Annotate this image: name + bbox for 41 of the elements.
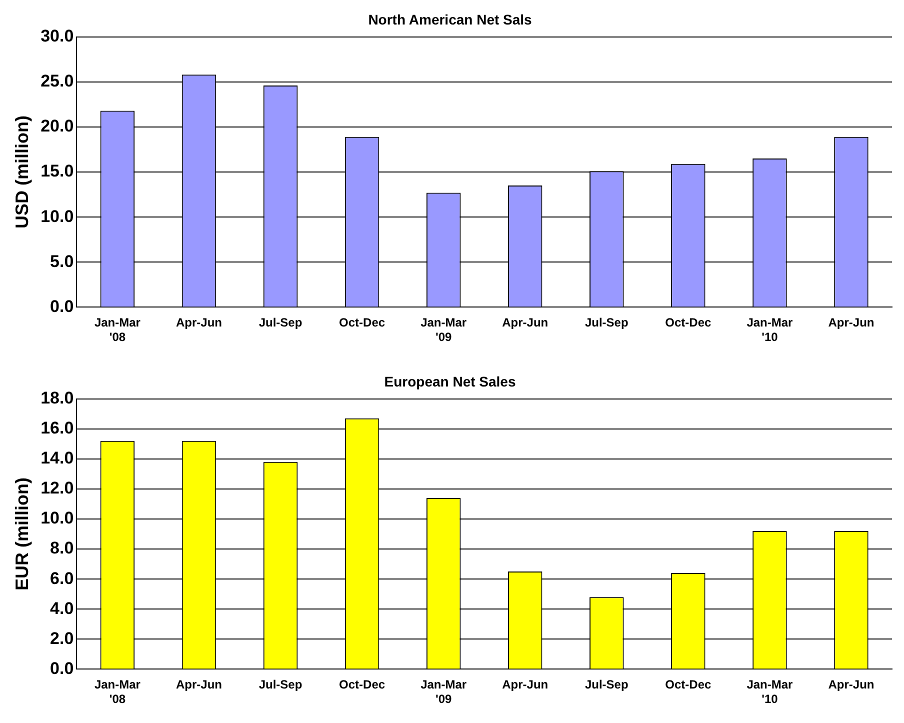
chart-title: North American Net Sals: [368, 11, 532, 28]
chart-title: European Net Sales: [384, 373, 516, 390]
y-tick-label: 30.0: [40, 26, 74, 46]
x-tick-label: Oct-Dec: [665, 678, 712, 692]
y-tick-label: 0.0: [50, 658, 74, 678]
y-tick-label: 15.0: [40, 162, 74, 181]
y-tick-label: 2.0: [50, 628, 74, 648]
x-tick-label: Apr-Jun: [502, 316, 548, 330]
y-tick-label: 25.0: [40, 72, 74, 91]
x-tick-label: Oct-Dec: [665, 316, 712, 330]
y-tick-label: 16.0: [40, 418, 74, 438]
y-tick-label: 10.0: [40, 508, 74, 528]
y-tick-label: 0.0: [50, 296, 74, 316]
x-tick-label: Jul-Sep: [258, 316, 302, 330]
x-tick-label: Jan-Mar '08: [94, 316, 141, 344]
x-tick-label: Apr-Jun: [502, 678, 548, 692]
x-tick-label: Jan-Mar '10: [746, 316, 794, 344]
y-tick-label: 14.0: [40, 448, 74, 468]
x-tick-label: Jan-Mar '09: [420, 678, 467, 706]
x-tick-label: Jan-Mar '10: [746, 678, 794, 706]
y-tick-label: 20.0: [40, 116, 74, 136]
y-tick-label: 4.0: [50, 598, 74, 618]
y-tick-label: 6.0: [50, 568, 74, 588]
y-tick-label: 18.0: [40, 388, 74, 408]
y-tick-label: 8.0: [50, 538, 74, 558]
y-tick-label: 12.0: [40, 478, 74, 498]
x-tick-label: Oct-Dec: [339, 316, 386, 330]
y-axis-title: EUR (million): [12, 478, 32, 590]
x-tick-label: Apr-Jun: [176, 678, 222, 692]
x-tick-label: Apr-Jun: [828, 316, 874, 330]
x-tick-label: Apr-Jun: [176, 316, 222, 330]
x-tick-label: Jan-Mar '08: [94, 678, 141, 706]
y-tick-label: 10.0: [40, 206, 74, 226]
y-tick-label: 5.0: [50, 252, 74, 271]
x-tick-label: Oct-Dec: [339, 678, 386, 692]
x-tick-label: Jan-Mar '09: [420, 316, 467, 344]
x-tick-label: Jul-Sep: [584, 678, 628, 692]
x-tick-label: Apr-Jun: [828, 678, 874, 692]
x-tick-label: Jul-Sep: [584, 316, 628, 330]
x-tick-label: Jul-Sep: [258, 678, 302, 692]
y-axis-title: USD (million): [12, 116, 32, 228]
